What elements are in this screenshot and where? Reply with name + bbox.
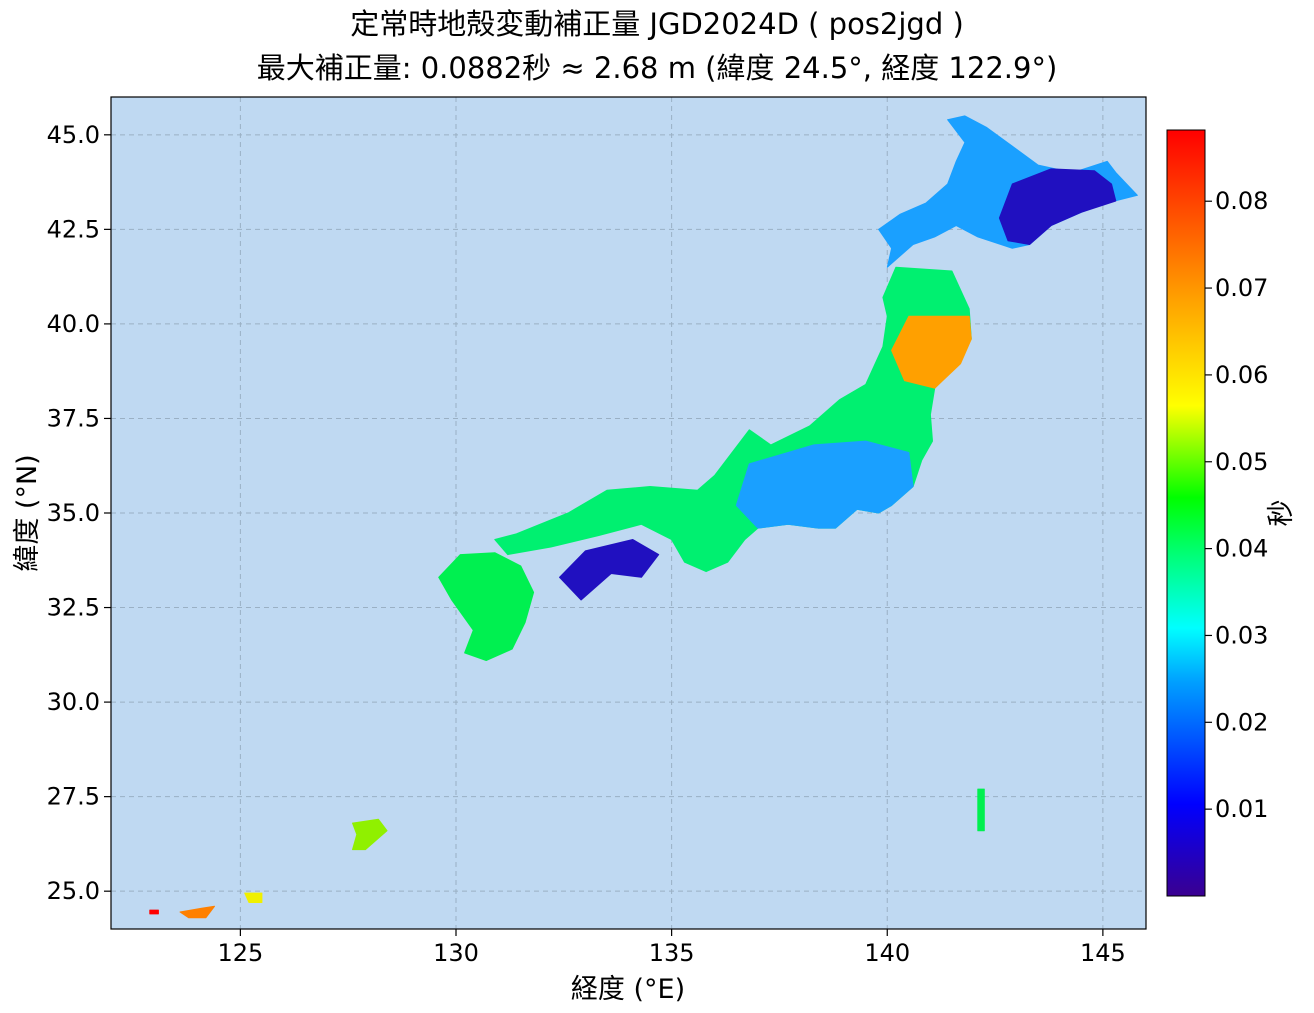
region-kyushu — [438, 552, 535, 661]
y-tick-label: 35.0 — [47, 499, 100, 527]
colorbar-tick-label: 0.03 — [1215, 621, 1268, 649]
chart-title-line-1: 定常時地殻変動補正量 JGD2024D ( pos2jgd ) — [350, 7, 964, 41]
y-axis-ticks: 25.0 27.5 30.0 32.5 35.0 37.5 40.0 42.5 45.0 — [47, 121, 111, 905]
colorbar-label: 秒 — [1266, 500, 1297, 527]
y-tick-label: 40.0 — [47, 310, 100, 338]
y-tick-label: 30.0 — [47, 688, 100, 716]
x-axis-ticks: 125 130 135 140 145 — [217, 929, 1126, 967]
region-miyako — [244, 892, 263, 903]
y-tick-label: 27.5 — [47, 783, 100, 811]
colorbar-ticks: 0.01 0.02 0.03 0.04 0.05 0.06 0.07 0.08 — [1205, 187, 1268, 823]
region-ishigaki — [179, 905, 215, 919]
colorbar-tick-label: 0.06 — [1215, 361, 1268, 389]
chart-title-line-2: 最大補正量: 0.0882秒 ≈ 2.68 m (緯度 24.5°, 経度 12… — [256, 51, 1058, 85]
region-yonaguni — [149, 909, 159, 915]
grid-lines — [111, 97, 1146, 929]
region-east-hokkaido — [998, 168, 1117, 245]
y-tick-label: 37.5 — [47, 404, 100, 432]
region-ogasawara — [977, 788, 985, 832]
region-okinawa — [352, 818, 388, 851]
x-tick-label: 140 — [864, 939, 910, 967]
colorbar-tick-label: 0.02 — [1215, 708, 1268, 736]
y-tick-label: 25.0 — [47, 877, 100, 905]
x-tick-label: 125 — [217, 939, 263, 967]
x-tick-label: 145 — [1080, 939, 1126, 967]
colorbar-tick-label: 0.05 — [1215, 448, 1268, 476]
region-hokkaido — [878, 115, 1138, 268]
colorbar-tick-label: 0.01 — [1215, 795, 1268, 823]
region-shikoku — [559, 539, 660, 601]
x-tick-label: 130 — [433, 939, 479, 967]
region-northeast-pacific — [891, 315, 972, 389]
colorbar-tick-label: 0.07 — [1215, 274, 1268, 302]
y-tick-label: 32.5 — [47, 594, 100, 622]
correction-regions — [149, 115, 1138, 919]
colorbar — [1166, 129, 1206, 897]
region-kanto-chubu — [735, 440, 914, 529]
y-tick-label: 45.0 — [47, 121, 100, 149]
x-tick-label: 135 — [649, 939, 695, 967]
x-axis-label: 経度 (°E) — [571, 974, 685, 1005]
colorbar-tick-label: 0.08 — [1215, 187, 1268, 215]
y-tick-label: 42.5 — [47, 215, 100, 243]
colorbar-tick-label: 0.04 — [1215, 535, 1268, 563]
y-axis-label: 緯度 (°N) — [12, 454, 43, 571]
